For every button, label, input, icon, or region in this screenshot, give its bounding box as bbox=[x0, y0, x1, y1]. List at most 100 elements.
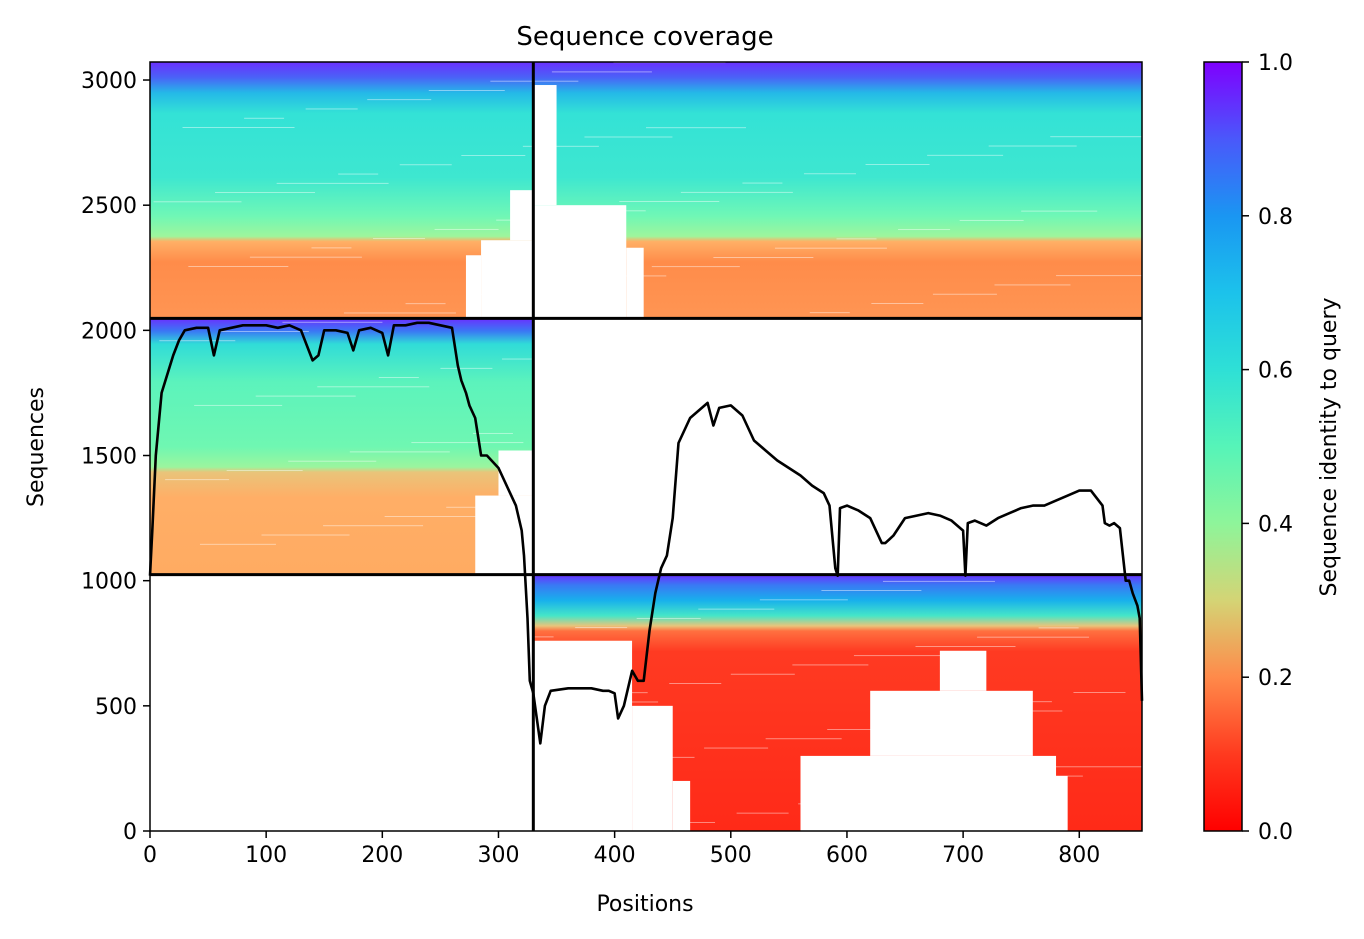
texture-stripe bbox=[950, 710, 1063, 712]
texture-stripe bbox=[669, 683, 722, 684]
texture-stripe bbox=[249, 256, 362, 258]
texture-stripe bbox=[546, 701, 659, 703]
texture-stripe bbox=[1050, 136, 1151, 138]
texture-stripe bbox=[1032, 488, 1085, 490]
texture-stripe bbox=[798, 803, 863, 805]
texture-stripe bbox=[932, 293, 997, 295]
y-axis: 0 500 1000 1500 2000 2500 3000 bbox=[81, 69, 150, 845]
colorbar-tick-label: 0.6 bbox=[1258, 359, 1293, 384]
texture-stripe bbox=[636, 617, 701, 619]
texture-stripe bbox=[165, 479, 230, 481]
x-tick-label: 400 bbox=[594, 843, 636, 868]
gap-bot-left-2 bbox=[632, 705, 673, 831]
texture-stripe bbox=[877, 441, 918, 443]
texture-stripe bbox=[803, 173, 856, 175]
texture-stripe bbox=[888, 719, 989, 721]
gap-bot-middle bbox=[870, 690, 1033, 756]
colorbar-tick-label: 0.2 bbox=[1258, 666, 1293, 691]
plot-area bbox=[148, 61, 1157, 832]
x-axis-label: Positions bbox=[596, 892, 693, 917]
texture-stripe bbox=[232, 608, 297, 610]
texture-stripe bbox=[584, 136, 673, 138]
texture-stripe bbox=[724, 534, 801, 536]
texture-stripe bbox=[422, 720, 511, 721]
x-tick-label: 300 bbox=[477, 843, 519, 868]
x-tick-label: 0 bbox=[143, 843, 157, 868]
gap-top-left-lower bbox=[481, 240, 534, 319]
texture-stripe bbox=[580, 766, 621, 767]
texture-stripe bbox=[311, 247, 352, 249]
coverage-line bbox=[148, 321, 1144, 745]
y-tick-label: 1500 bbox=[81, 445, 137, 470]
texture-stripe bbox=[176, 757, 217, 758]
texture-stripe bbox=[959, 219, 1024, 221]
texture-stripe bbox=[625, 340, 714, 341]
y-tick-label: 500 bbox=[95, 695, 137, 720]
texture-stripe bbox=[774, 247, 887, 249]
texture-stripe bbox=[601, 553, 654, 555]
texture-stripe bbox=[334, 803, 411, 805]
texture-stripe bbox=[1011, 701, 1052, 703]
texture-stripe bbox=[882, 580, 995, 582]
texture-stripe bbox=[188, 266, 289, 267]
texture-stripe bbox=[472, 432, 513, 434]
texture-stripe bbox=[1000, 423, 1065, 425]
texture-stripe bbox=[915, 646, 1016, 647]
texture-stripe bbox=[921, 784, 1010, 786]
texture-stripe bbox=[182, 127, 295, 128]
texture-stripe bbox=[534, 423, 587, 425]
texture-stripe bbox=[390, 655, 491, 656]
texture-stripe bbox=[692, 469, 781, 471]
texture-stripe bbox=[1067, 553, 1132, 554]
y-tick-label: 2500 bbox=[81, 194, 137, 219]
y-tick-label: 1000 bbox=[81, 570, 137, 595]
texture-stripe bbox=[244, 117, 285, 119]
texture-stripe bbox=[742, 182, 783, 184]
texture-stripe bbox=[713, 257, 814, 258]
texture-stripe bbox=[153, 201, 242, 203]
texture-stripe bbox=[853, 655, 942, 657]
texture-stripe bbox=[730, 673, 795, 675]
texture-stripe bbox=[355, 590, 444, 592]
colorbar-tick-label: 0.4 bbox=[1258, 512, 1293, 537]
chart-title: Sequence coverage bbox=[516, 22, 773, 52]
texture-stripe bbox=[378, 377, 419, 378]
texture-stripe bbox=[294, 599, 371, 601]
texture-stripe bbox=[698, 608, 775, 610]
texture-stripe bbox=[349, 451, 450, 453]
y-axis-label: Sequences bbox=[24, 387, 49, 507]
texture-stripe bbox=[1056, 275, 1145, 277]
texture-stripe bbox=[522, 145, 599, 147]
texture-stripe bbox=[663, 544, 728, 545]
texture-stripe bbox=[238, 747, 291, 749]
gap-bot-middle-low bbox=[800, 755, 1057, 831]
texture-stripe bbox=[596, 414, 661, 416]
texture-stripe bbox=[338, 173, 379, 175]
gap-bot-left bbox=[533, 640, 633, 831]
texture-stripe bbox=[317, 386, 430, 388]
x-tick-label: 500 bbox=[710, 843, 752, 868]
texture-stripe bbox=[1006, 562, 1059, 564]
texture-stripe bbox=[848, 516, 949, 518]
texture-stripe bbox=[903, 368, 944, 369]
x-tick-label: 200 bbox=[361, 843, 403, 868]
texture-stripe bbox=[971, 497, 1012, 499]
texture-stripe bbox=[686, 330, 787, 332]
texture-stripe bbox=[267, 673, 344, 675]
texture-stripe bbox=[299, 738, 364, 740]
texture-stripe bbox=[226, 470, 303, 471]
texture-stripe bbox=[821, 590, 922, 591]
texture-stripe bbox=[759, 599, 848, 601]
gap-top-right-left bbox=[533, 205, 627, 319]
texture-stripe bbox=[528, 284, 593, 286]
texture-stripe bbox=[159, 340, 236, 342]
texture-stripe bbox=[194, 404, 283, 406]
texture-stripe bbox=[384, 516, 497, 517]
texture-stripe bbox=[461, 155, 526, 156]
texture-stripe bbox=[399, 164, 452, 166]
texture-stripe bbox=[590, 275, 667, 277]
colorbar-label: Sequence identity to query bbox=[1317, 297, 1342, 596]
texture-stripe bbox=[680, 191, 793, 193]
texture-stripe bbox=[792, 664, 869, 666]
